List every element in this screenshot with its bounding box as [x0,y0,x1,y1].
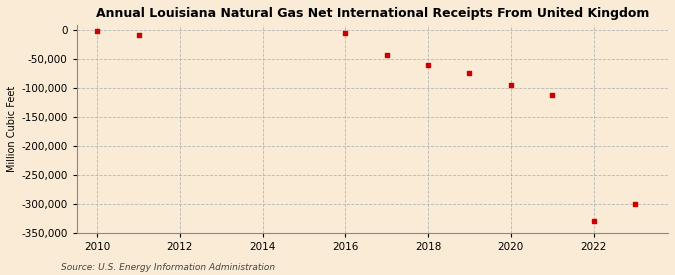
Point [547,93,558,98]
Point [92,29,103,33]
Point [588,219,599,223]
Point [464,71,475,76]
Point [340,31,351,35]
Text: Source: U.S. Energy Information Administration: Source: U.S. Energy Information Administ… [61,263,275,272]
Y-axis label: Million Cubic Feet: Million Cubic Feet [7,86,17,172]
Point [630,201,641,206]
Point [381,53,392,57]
Title: Annual Louisiana Natural Gas Net International Receipts From United Kingdom: Annual Louisiana Natural Gas Net Interna… [96,7,649,20]
Point [133,32,144,37]
Point [423,62,433,67]
Point [506,83,516,87]
